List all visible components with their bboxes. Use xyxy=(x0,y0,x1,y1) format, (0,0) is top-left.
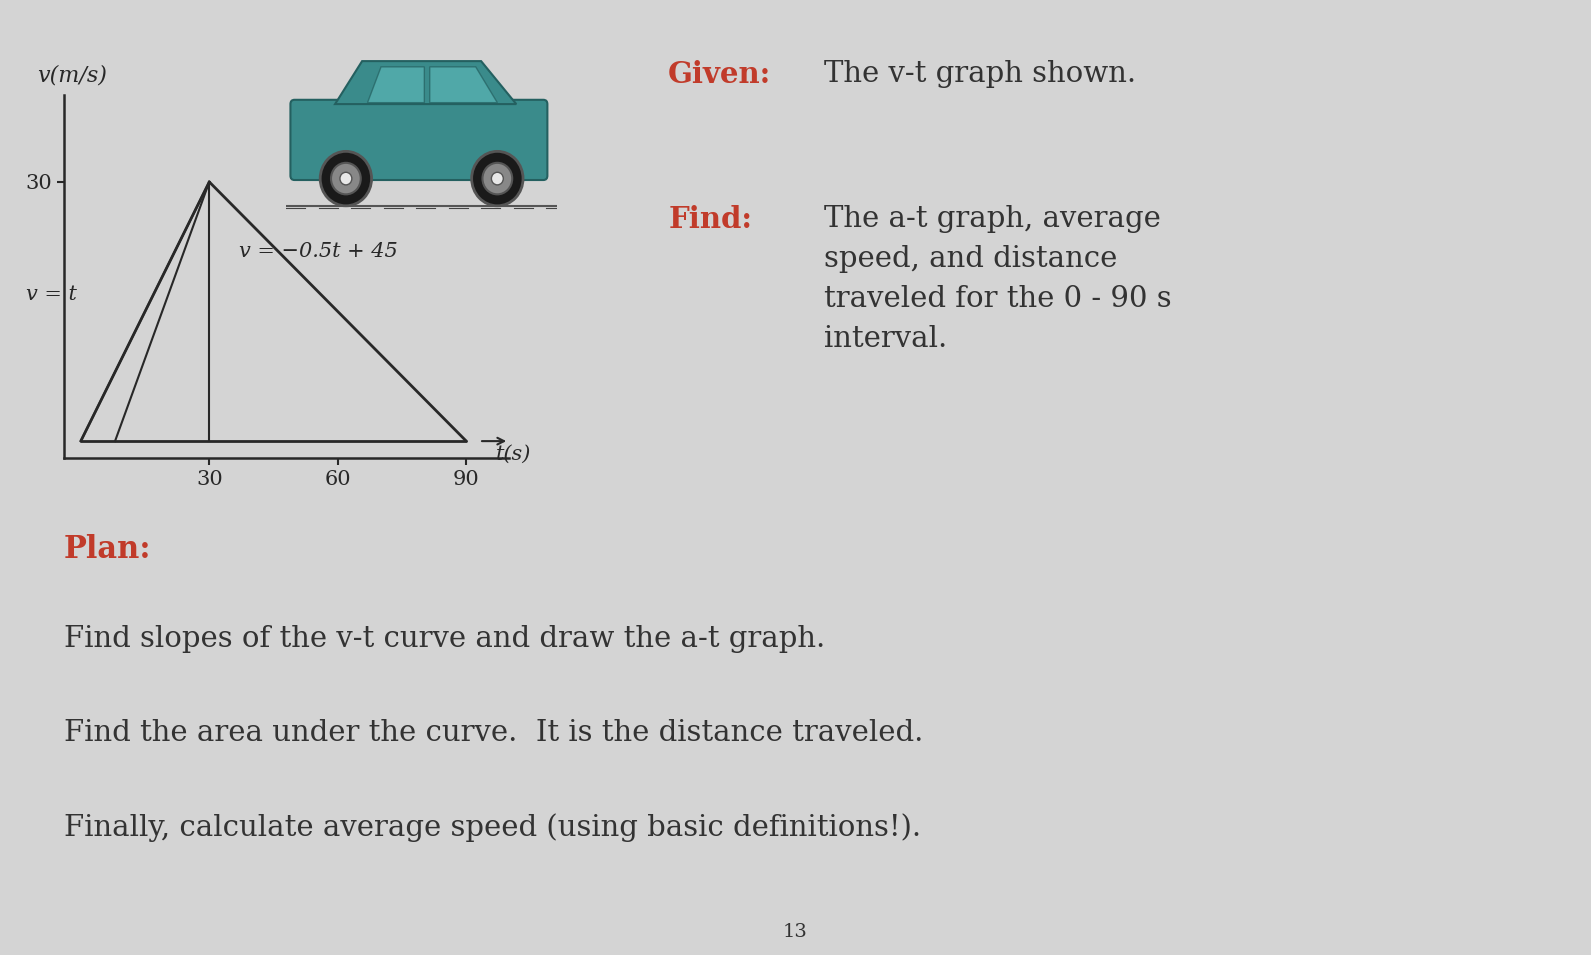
Text: The a-t graph, average
speed, and distance
traveled for the 0 - 90 s
interval.: The a-t graph, average speed, and distan… xyxy=(824,205,1171,353)
Text: v(m/s): v(m/s) xyxy=(37,65,107,87)
Circle shape xyxy=(492,172,503,185)
Circle shape xyxy=(320,152,372,206)
Text: v = −0.5t + 45: v = −0.5t + 45 xyxy=(239,242,398,261)
Text: t(s): t(s) xyxy=(496,445,531,463)
Circle shape xyxy=(331,162,361,195)
Polygon shape xyxy=(368,67,425,103)
Text: v = t: v = t xyxy=(25,285,76,304)
Circle shape xyxy=(340,172,352,185)
Text: Find slopes of the v-t curve and draw the a-t graph.: Find slopes of the v-t curve and draw th… xyxy=(64,625,824,652)
Circle shape xyxy=(471,152,523,206)
Text: Find the area under the curve.  It is the distance traveled.: Find the area under the curve. It is the… xyxy=(64,719,923,747)
Polygon shape xyxy=(430,67,498,103)
Text: Plan:: Plan: xyxy=(64,534,151,564)
Text: Given:: Given: xyxy=(668,60,772,89)
Circle shape xyxy=(482,162,512,195)
Text: Finally, calculate average speed (using basic definitions!).: Finally, calculate average speed (using … xyxy=(64,814,921,842)
Text: 13: 13 xyxy=(783,923,808,941)
Polygon shape xyxy=(336,61,515,104)
Text: The v-t graph shown.: The v-t graph shown. xyxy=(824,60,1136,88)
FancyBboxPatch shape xyxy=(291,100,547,180)
Text: Find:: Find: xyxy=(668,205,753,234)
